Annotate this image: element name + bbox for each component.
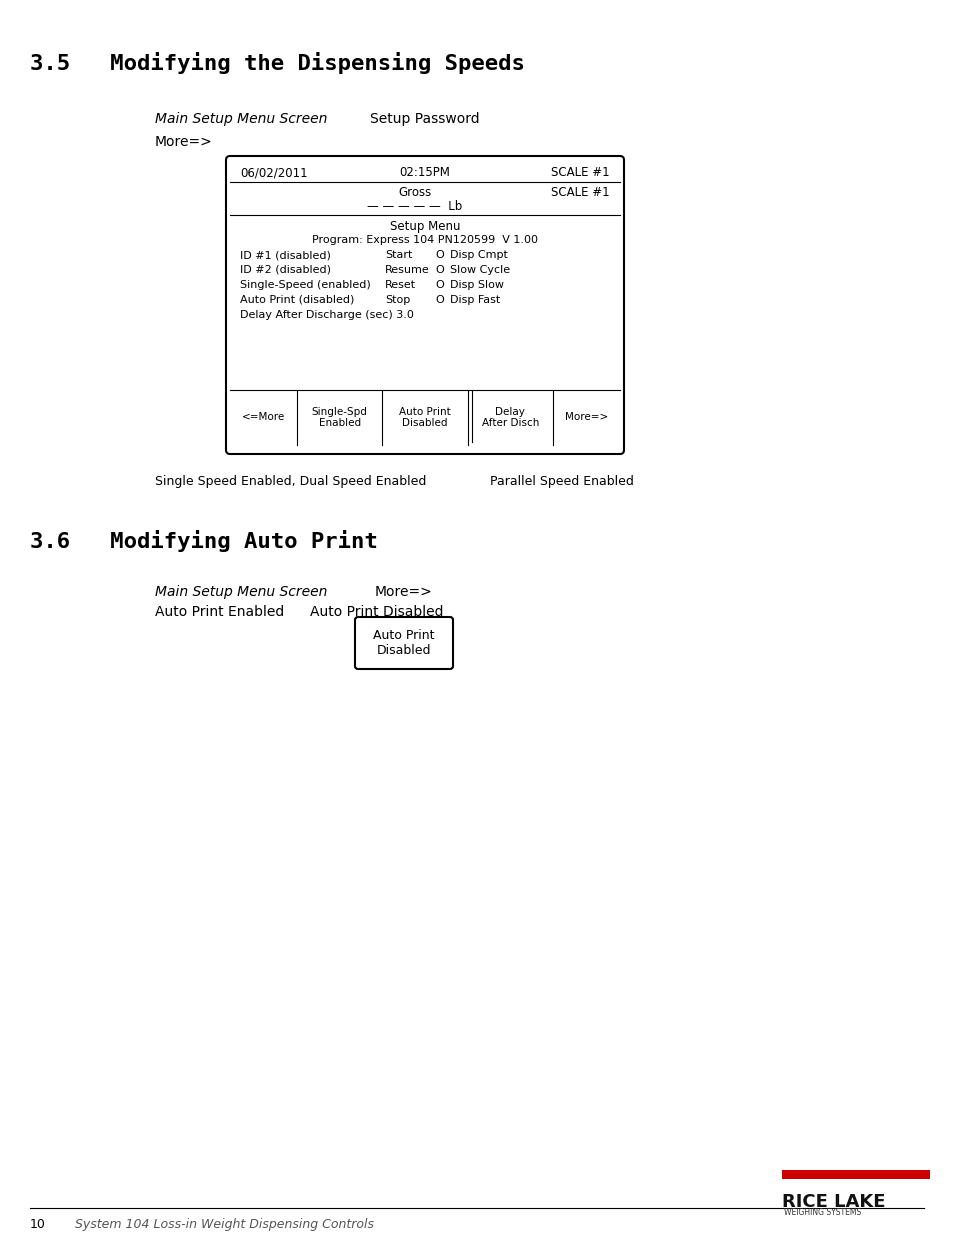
- Text: SCALE #1: SCALE #1: [551, 186, 609, 199]
- Text: WEIGHING SYSTEMS: WEIGHING SYSTEMS: [783, 1208, 861, 1216]
- Bar: [781, 1170, 929, 1179]
- FancyBboxPatch shape: [226, 156, 623, 454]
- Text: Delay After Discharge (sec) 3.0: Delay After Discharge (sec) 3.0: [240, 310, 414, 320]
- Text: More=>: More=>: [564, 412, 607, 422]
- Text: ID #1 (disabled): ID #1 (disabled): [240, 249, 331, 261]
- Text: SCALE #1: SCALE #1: [551, 165, 609, 179]
- Text: O: O: [435, 295, 443, 305]
- Text: 06/02/2011: 06/02/2011: [240, 165, 307, 179]
- Text: O: O: [435, 266, 443, 275]
- Text: Disp Fast: Disp Fast: [450, 295, 499, 305]
- Text: 02:15PM: 02:15PM: [399, 165, 450, 179]
- Text: — — — — —  Lb: — — — — — Lb: [367, 200, 462, 212]
- Text: O: O: [435, 249, 443, 261]
- Text: O: O: [435, 280, 443, 290]
- Text: Auto Print Enabled: Auto Print Enabled: [154, 605, 284, 619]
- Text: 3.6   Modifying Auto Print: 3.6 Modifying Auto Print: [30, 530, 377, 552]
- Text: Auto Print Disabled: Auto Print Disabled: [310, 605, 443, 619]
- Text: Delay
After Disch: Delay After Disch: [481, 406, 538, 429]
- Text: Resume: Resume: [385, 266, 429, 275]
- Text: Single-Speed (enabled): Single-Speed (enabled): [240, 280, 371, 290]
- Text: Stop: Stop: [385, 295, 410, 305]
- Text: More=>: More=>: [154, 135, 213, 149]
- Text: Setup Menu: Setup Menu: [390, 220, 459, 233]
- Text: RICE LAKE: RICE LAKE: [781, 1193, 884, 1212]
- Text: 3.5   Modifying the Dispensing Speeds: 3.5 Modifying the Dispensing Speeds: [30, 52, 524, 74]
- Text: Main Setup Menu Screen: Main Setup Menu Screen: [154, 112, 327, 126]
- Text: Disp Cmpt: Disp Cmpt: [450, 249, 507, 261]
- Text: Setup Password: Setup Password: [370, 112, 479, 126]
- Text: Auto Print
Disabled: Auto Print Disabled: [373, 629, 435, 657]
- Text: More=>: More=>: [375, 585, 433, 599]
- FancyBboxPatch shape: [355, 618, 453, 669]
- Text: Reset: Reset: [385, 280, 416, 290]
- Text: Slow Cycle: Slow Cycle: [450, 266, 510, 275]
- Text: 10: 10: [30, 1218, 46, 1231]
- Text: Single-Spd
Enabled: Single-Spd Enabled: [312, 406, 367, 429]
- Text: Auto Print
Disabled: Auto Print Disabled: [398, 406, 451, 429]
- Text: Start: Start: [385, 249, 412, 261]
- Text: Program: Express 104 PN120599  V 1.00: Program: Express 104 PN120599 V 1.00: [312, 235, 537, 245]
- Text: <=More: <=More: [242, 412, 285, 422]
- Text: Auto Print (disabled): Auto Print (disabled): [240, 295, 354, 305]
- Text: Disp Slow: Disp Slow: [450, 280, 503, 290]
- Text: Main Setup Menu Screen: Main Setup Menu Screen: [154, 585, 327, 599]
- Text: ID #2 (disabled): ID #2 (disabled): [240, 266, 331, 275]
- Text: Gross: Gross: [398, 186, 431, 199]
- Text: Parallel Speed Enabled: Parallel Speed Enabled: [490, 475, 633, 488]
- Text: Single Speed Enabled, Dual Speed Enabled: Single Speed Enabled, Dual Speed Enabled: [154, 475, 426, 488]
- Text: System 104 Loss-in Weight Dispensing Controls: System 104 Loss-in Weight Dispensing Con…: [75, 1218, 374, 1231]
